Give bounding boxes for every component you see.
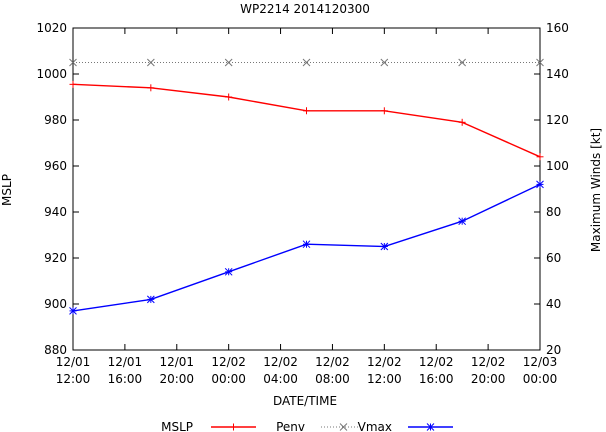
x-tick-label-date: 12/02 xyxy=(211,355,246,369)
data-point-mslp xyxy=(536,153,544,161)
x-tick-label-date: 12/02 xyxy=(315,355,350,369)
y2-tick-label: 100 xyxy=(546,159,569,173)
data-point-penv-stroke xyxy=(302,58,311,67)
data-point-vmax xyxy=(536,180,544,189)
data-point-mslp xyxy=(225,93,233,101)
x-tick-label-date: 12/01 xyxy=(159,355,194,369)
legend-label-mslp: MSLP xyxy=(161,420,193,432)
data-point-penv xyxy=(536,58,544,67)
x-tick-label-date: 12/02 xyxy=(471,355,506,369)
x-tick-label-date: 12/02 xyxy=(367,355,402,369)
x-axis-label: DATE/TIME xyxy=(273,394,337,408)
data-point-penv-stroke xyxy=(536,58,544,67)
data-point-vmax-stroke xyxy=(536,180,544,189)
x-tick-label-time: 00:00 xyxy=(523,372,558,386)
text-layer: WP2214 2014120300 DATE/TIME MSLP Maximum… xyxy=(0,2,603,408)
data-point-mslp xyxy=(303,107,310,115)
data-point-penv xyxy=(380,58,389,67)
legend-marker-vmax xyxy=(426,423,435,431)
x-tick-label-time: 16:00 xyxy=(419,372,454,386)
data-point-penv xyxy=(146,58,155,67)
x-tick-label-time: 04:00 xyxy=(263,372,298,386)
data-point-vmax-stroke xyxy=(458,217,467,226)
y-axis-label: MSLP xyxy=(0,174,14,206)
y-tick-label: 980 xyxy=(44,113,67,127)
x-tick-label-date: 12/01 xyxy=(56,355,91,369)
data-point-vmax xyxy=(458,217,467,226)
data-point-mslp xyxy=(380,107,388,115)
data-point-mslp xyxy=(147,84,155,92)
x-tick-label-time: 12:00 xyxy=(367,372,402,386)
y2-tick-label: 40 xyxy=(546,297,561,311)
legend-label-penv: Penv xyxy=(276,420,305,432)
y2-tick-label: 140 xyxy=(546,67,569,81)
data-point-vmax-stroke xyxy=(69,307,77,315)
data-point-vmax-stroke xyxy=(380,242,389,251)
y2-tick-label: 60 xyxy=(546,251,561,265)
legend-marker-penv-stroke xyxy=(339,423,348,431)
x-tick-label-time: 08:00 xyxy=(315,372,350,386)
chart-title: WP2214 2014120300 xyxy=(240,2,370,16)
legend-marker-penv xyxy=(339,423,348,431)
y-tick-label: 960 xyxy=(44,159,67,173)
legend-marker-mslp xyxy=(230,423,237,431)
y2-tick-label: 80 xyxy=(546,205,561,219)
x-tick-label-time: 00:00 xyxy=(211,372,246,386)
y-tick-label: 920 xyxy=(44,251,67,265)
x-tick-label-time: 12:00 xyxy=(56,372,91,386)
data-point-vmax xyxy=(146,295,155,304)
legend: MSLP Penv Vmax xyxy=(161,420,453,432)
data-point-vmax-stroke xyxy=(224,267,233,276)
y-tick-label: 900 xyxy=(44,297,67,311)
y-tick-label: 1000 xyxy=(36,67,67,81)
x-tick-label-date: 12/01 xyxy=(108,355,143,369)
y-tick-label: 1020 xyxy=(36,21,67,35)
plot-border xyxy=(72,27,541,351)
data-point-penv-stroke xyxy=(458,58,467,67)
x-tick-label-time: 20:00 xyxy=(471,372,506,386)
y-tick-label: 880 xyxy=(44,343,67,357)
data-point-penv xyxy=(458,58,467,67)
data-point-vmax-stroke xyxy=(146,295,155,304)
legend-label-vmax: Vmax xyxy=(358,420,392,432)
data-point-vmax-stroke xyxy=(302,240,311,249)
y2-tick-label: 120 xyxy=(546,113,569,127)
data-point-mslp xyxy=(458,118,466,126)
series-line-mslp xyxy=(72,83,541,158)
data-point-vmax xyxy=(69,307,77,315)
y-tick-label: 940 xyxy=(44,205,67,219)
y2-tick-label: 160 xyxy=(546,21,569,35)
x-tick-label-date: 12/02 xyxy=(263,355,298,369)
data-point-penv xyxy=(224,58,233,67)
x-tick-label-date: 12/03 xyxy=(523,355,558,369)
x-tick-label-time: 16:00 xyxy=(108,372,143,386)
axes-layer xyxy=(72,27,541,351)
data-point-vmax xyxy=(380,242,389,251)
data-point-penv-stroke xyxy=(146,58,155,67)
y2-axis-label: Maximum Winds [kt] xyxy=(589,128,603,252)
series-layer xyxy=(69,58,544,315)
data-point-penv xyxy=(302,58,311,67)
data-point-penv xyxy=(69,58,77,67)
data-point-penv-stroke xyxy=(224,58,233,67)
data-point-vmax xyxy=(302,240,311,249)
y2-tick-label: 20 xyxy=(546,343,561,357)
data-point-penv-stroke xyxy=(380,58,389,67)
data-point-mslp xyxy=(69,80,77,88)
legend-marker-vmax-stroke xyxy=(426,423,435,431)
data-point-vmax xyxy=(224,267,233,276)
data-point-penv-stroke xyxy=(69,58,77,67)
x-tick-label-time: 20:00 xyxy=(159,372,194,386)
x-tick-label-date: 12/02 xyxy=(419,355,454,369)
